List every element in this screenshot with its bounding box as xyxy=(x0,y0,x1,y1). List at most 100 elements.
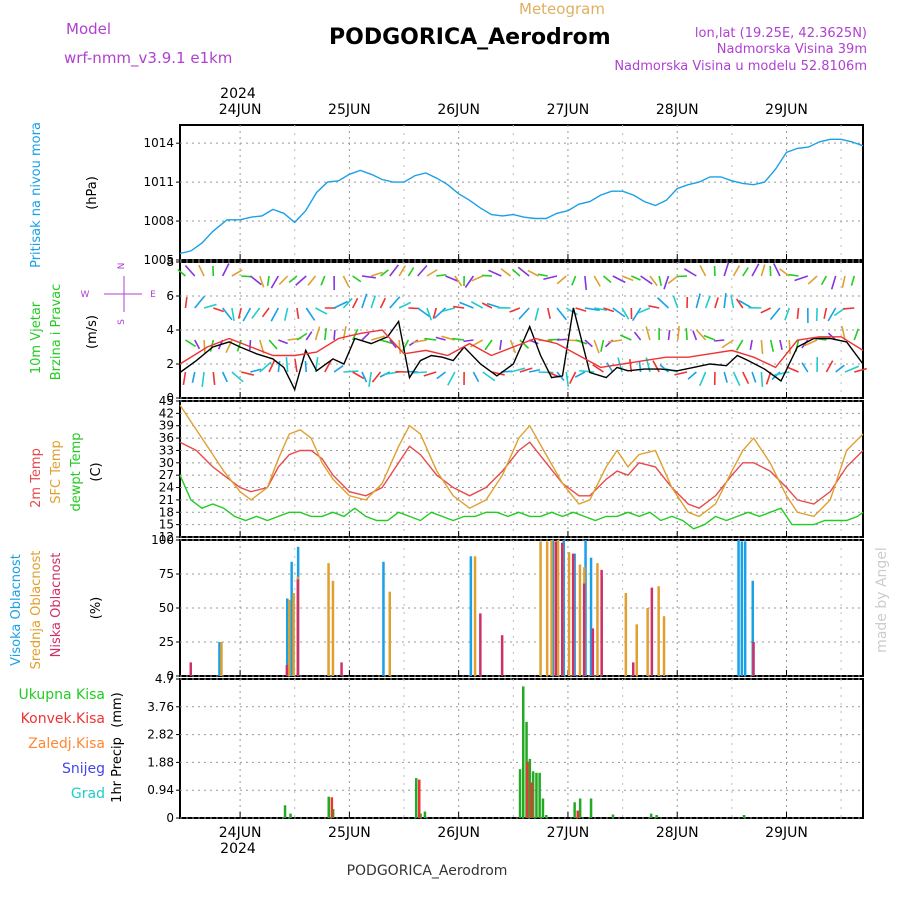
wind-arrow xyxy=(735,339,744,351)
wind-arrow xyxy=(370,295,377,309)
bar-ukupna-kisa xyxy=(423,811,427,818)
wind-arrow xyxy=(296,332,308,341)
cloud-panel: 0 25 50 75 100 xyxy=(151,533,864,683)
wind-ylabel2: Brzina i Pravac xyxy=(49,284,64,381)
wind-arrow xyxy=(296,307,300,319)
wind-arrow xyxy=(231,307,235,321)
wind-arrow xyxy=(699,371,707,387)
bar-srednja-oblacnost xyxy=(220,642,223,676)
bar-konvek-kisa xyxy=(418,779,421,818)
wind-arrow xyxy=(645,326,651,341)
wind-arrow xyxy=(436,273,447,277)
wind-arrow xyxy=(742,371,750,385)
bar-ukupna-kisa xyxy=(327,796,330,818)
bar-visoka-oblacnost xyxy=(751,580,754,676)
ytick-label: 36 xyxy=(159,431,174,445)
wind-arrow xyxy=(579,369,595,373)
wind-arrow xyxy=(546,307,551,319)
wind-arrow xyxy=(361,371,368,383)
ytick-label: 0.94 xyxy=(147,783,174,797)
pressure-ylabel: Pritisak na nivou mora xyxy=(29,122,44,268)
wind-arrow xyxy=(569,371,577,384)
wind-arrow xyxy=(771,371,781,381)
wind-arrow xyxy=(804,339,818,347)
wind-arrow xyxy=(389,264,399,277)
top-day-label: 25JUN xyxy=(328,102,371,118)
wind-arrow xyxy=(699,265,707,277)
wind-arrow xyxy=(575,339,588,345)
wind-arrow xyxy=(543,275,558,281)
wind-arrow xyxy=(304,360,308,373)
wind-arrow xyxy=(236,339,242,352)
wind-arrow xyxy=(283,307,289,321)
wind-arrow xyxy=(794,275,809,282)
wind-arrow xyxy=(742,267,749,277)
cloud-unit: (%) xyxy=(89,597,104,620)
wind-arrow xyxy=(221,371,228,383)
wind-arrow xyxy=(424,337,437,341)
series-line-gust xyxy=(179,329,864,369)
wind-arrow xyxy=(850,275,856,286)
wind-arrow xyxy=(270,275,280,289)
wind-arrow xyxy=(631,275,641,281)
bar-ukupna-kisa xyxy=(528,758,532,818)
wind-arrow xyxy=(714,339,725,342)
footer-title: PODGORICA_Aerodrom xyxy=(347,863,508,879)
wind-arrow xyxy=(266,275,270,287)
bar-visoka-oblacnost xyxy=(218,642,221,676)
wind-arrow xyxy=(537,273,548,277)
bar-srednja-oblacnost xyxy=(388,591,391,676)
wind-arrow xyxy=(779,339,783,350)
precip-unit: (mm) xyxy=(110,692,125,727)
wind-arrow xyxy=(648,305,660,309)
wind-arrow xyxy=(435,336,446,341)
bottom-year-label: 2024 xyxy=(220,841,256,857)
wind-arrow xyxy=(351,297,359,309)
ytick-label: 33 xyxy=(159,443,174,457)
wind-panel: 0 2 4 6 8 xyxy=(166,255,868,405)
wind-arrow xyxy=(854,367,868,373)
bar-niska-oblacnost xyxy=(591,628,595,676)
wind-ylabel: 10m Vjetar xyxy=(29,301,44,374)
wind-arrow xyxy=(471,275,484,282)
bar-ukupna-kisa xyxy=(538,772,541,818)
wind-arrow xyxy=(730,295,735,309)
wind-arrow xyxy=(342,275,350,288)
wind-arrow xyxy=(751,263,760,277)
compass-e: E xyxy=(150,290,156,300)
wind-arrow xyxy=(352,371,365,380)
bar-srednja-oblacnost xyxy=(578,564,582,676)
legend-hail: Grad xyxy=(71,786,105,802)
wind-arrow xyxy=(389,296,401,309)
wind-arrow xyxy=(371,371,382,383)
bar-niska-oblacnost xyxy=(285,665,289,676)
pressure-unit: (hPa) xyxy=(85,176,100,210)
wind-arrow xyxy=(606,362,614,373)
wind-arrow xyxy=(703,334,716,341)
wind-arrow xyxy=(534,307,540,321)
wind-arrow xyxy=(380,269,389,277)
wind-arrow xyxy=(184,265,196,277)
bar-visoka-oblacnost xyxy=(589,557,593,676)
bar-visoka-oblacnost xyxy=(551,540,555,676)
wind-arrow xyxy=(277,360,281,373)
ytick-label: 42 xyxy=(159,406,174,420)
bar-visoka-oblacnost xyxy=(737,540,740,676)
ytick-label: 75 xyxy=(159,567,174,581)
bar-visoka-oblacnost xyxy=(290,561,293,676)
bar-ukupna-kisa xyxy=(419,813,422,818)
bar-visoka-oblacnost xyxy=(286,598,289,676)
wind-arrow xyxy=(637,307,651,314)
bottom-day-labels: 24JUN 25JUN 26JUN 27JUN 28JUN 29JUN xyxy=(219,825,808,841)
bar-niska-oblacnost xyxy=(650,587,654,676)
wind-arrow xyxy=(620,334,632,341)
wind-arrow xyxy=(249,275,262,286)
wind-arrow xyxy=(820,275,828,286)
wind-arrow xyxy=(769,339,775,352)
bar-niska-oblacnost xyxy=(561,542,564,676)
series-line-dewpt-temp xyxy=(179,474,864,530)
ytick-label: 100 xyxy=(151,533,174,547)
wind-arrow xyxy=(242,307,252,322)
wind-arrow xyxy=(343,370,359,373)
